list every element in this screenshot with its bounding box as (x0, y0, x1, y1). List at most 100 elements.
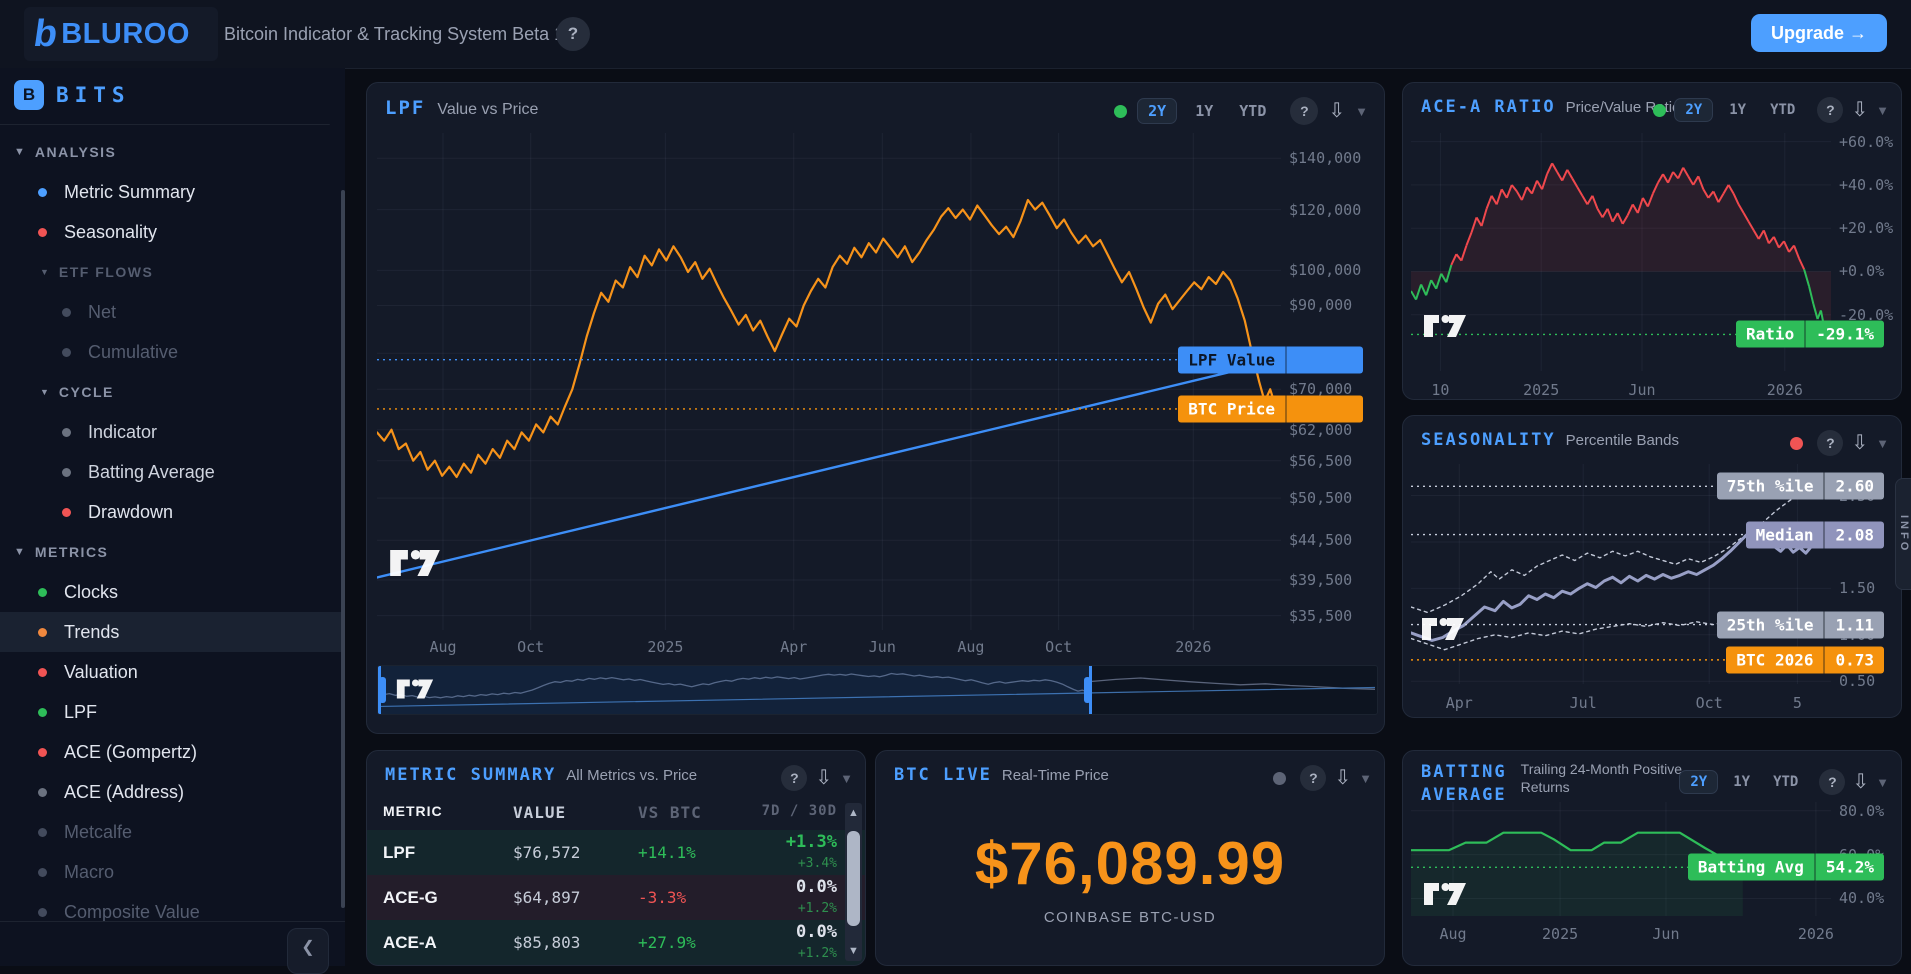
scrollbar-thumb[interactable] (847, 831, 860, 926)
table-row[interactable]: ACE-A $85,803 +27.9% 0.0% +1.2% (367, 920, 865, 965)
lpf-chart[interactable] (377, 133, 1281, 630)
status-dot-icon (38, 707, 47, 717)
sidebar-item-composite-value[interactable]: Composite Value (0, 892, 345, 932)
cell-30d: +1.2% (797, 900, 837, 916)
table-row[interactable]: ACE-G $64,897 -3.3% 0.0% +1.2% (367, 875, 865, 920)
chevron-down-icon[interactable]: ▼ (1876, 102, 1889, 118)
axis-tick: Apr (780, 638, 808, 656)
download-icon[interactable]: ⇩ (815, 767, 833, 789)
minimap-chart[interactable] (378, 666, 1375, 712)
sidebar-item-trends[interactable]: Trends (0, 612, 345, 652)
help-icon[interactable]: ? (1817, 97, 1844, 123)
section-metrics[interactable]: ▼ METRICS (0, 532, 345, 572)
sidebar-item-indicator[interactable]: Indicator (0, 412, 345, 452)
help-icon[interactable]: ? (781, 765, 808, 791)
minimap-left-handle[interactable] (379, 677, 386, 703)
minimap-selection[interactable] (378, 666, 1093, 714)
download-icon[interactable]: ⇩ (1851, 432, 1869, 454)
info-tab[interactable]: INFO (1895, 478, 1911, 590)
table-scrollbar[interactable]: ▲ ▼ (845, 803, 862, 961)
range-1y-button[interactable]: 1Y (1187, 98, 1221, 124)
sidebar-item-valuation[interactable]: Valuation (0, 652, 345, 692)
panel-subtitle: Value vs Price (437, 101, 539, 118)
ace-a-ratio-panel: ACE-A RATIO Price/Value Ratio 2Y 1Y YTD … (1402, 82, 1902, 400)
range-ytd-button[interactable]: YTD (1231, 98, 1274, 124)
tradingview-watermark-icon (1424, 883, 1466, 905)
chevron-down-icon[interactable]: ▼ (1359, 770, 1372, 786)
axis-tick: Aug (1439, 925, 1467, 943)
range-1y-button[interactable]: 1Y (1725, 770, 1758, 794)
info-tab-label: INFO (1898, 514, 1910, 554)
sidebar-item-macro[interactable]: Macro (0, 852, 345, 892)
download-icon[interactable]: ⇩ (1334, 767, 1352, 789)
scroll-up-icon[interactable]: ▲ (845, 803, 862, 823)
chevron-down-icon[interactable]: ▼ (1355, 103, 1368, 119)
range-2y-button[interactable]: 2Y (1137, 98, 1178, 124)
axis-tick: 2026 (1175, 638, 1212, 656)
panel-header: SEASONALITY Percentile Bands (1421, 430, 1679, 450)
range-2y-button[interactable]: 2Y (1674, 98, 1714, 122)
axis-tick: $100,000 (1289, 261, 1362, 280)
axis-tick: Aug (957, 638, 985, 656)
range-ytd-button[interactable]: YTD (1762, 98, 1803, 122)
chevron-down-icon[interactable]: ▼ (1876, 774, 1889, 790)
col-header-vs-btc: VS BTC (638, 803, 702, 822)
sidebar-brand: B BITS (14, 80, 131, 110)
cell-value: $64,897 (513, 888, 581, 907)
range-ytd-button[interactable]: YTD (1765, 770, 1806, 794)
range-2y-button[interactable]: 2Y (1679, 770, 1719, 794)
sidebar-item-cumulative[interactable]: Cumulative (0, 332, 345, 372)
cell-metric: ACE-G (383, 887, 438, 907)
header-help-icon[interactable]: ? (556, 17, 590, 51)
sidebar-item-ace-address[interactable]: ACE (Address) (0, 772, 345, 812)
help-icon[interactable]: ? (1817, 430, 1844, 456)
batting-chart[interactable] (1411, 802, 1831, 916)
help-icon[interactable]: ? (1819, 769, 1846, 795)
sidebar-item-seasonality[interactable]: Seasonality (0, 212, 345, 252)
help-icon[interactable]: ? (1290, 97, 1319, 125)
item-label: LPF (64, 701, 98, 722)
download-icon[interactable]: ⇩ (1852, 771, 1870, 793)
live-price: $76,089.99 (974, 830, 1286, 897)
axis-tick: Oct (517, 638, 545, 656)
chevron-down-icon[interactable]: ▼ (840, 770, 853, 786)
axis-tick: 60.0% (1839, 845, 1885, 864)
sidebar-item-ace-gompertz[interactable]: ACE (Gompertz) (0, 732, 345, 772)
item-label: Clocks (64, 581, 119, 602)
status-dot-icon (38, 867, 47, 877)
download-icon[interactable]: ⇩ (1328, 100, 1346, 122)
axis-tick: $140,000 (1289, 149, 1362, 168)
status-dot-icon (62, 467, 71, 477)
range-1y-button[interactable]: 1Y (1721, 98, 1754, 122)
sidebar-item-net[interactable]: Net (0, 292, 345, 332)
chevron-down-icon[interactable]: ▼ (1876, 435, 1889, 451)
table-row[interactable]: LPF $76,572 +14.1% +1.3% +3.4% (367, 830, 865, 875)
section-analysis[interactable]: ▼ ANALYSIS (0, 132, 345, 172)
chart-minimap[interactable] (377, 665, 1378, 715)
help-icon[interactable]: ? (1300, 765, 1327, 791)
axis-tick: 5 (1792, 694, 1802, 712)
sidebar-item-metric-summary[interactable]: Metric Summary (0, 172, 345, 212)
item-label: Batting Average (88, 461, 215, 482)
panel-title: METRIC SUMMARY (385, 765, 557, 785)
x-axis: Apr Jul Oct 5 (1411, 688, 1831, 712)
upgrade-button[interactable]: Upgrade → (1750, 14, 1887, 52)
sidebar-collapse-button[interactable]: ❮ (287, 928, 329, 974)
minimap-right-handle[interactable] (1084, 677, 1092, 703)
sidebar-item-clocks[interactable]: Clocks (0, 572, 345, 612)
ratio-chart[interactable] (1411, 133, 1831, 371)
sidebar-item-drawdown[interactable]: Drawdown (0, 492, 345, 532)
section-cycle[interactable]: ▼ CYCLE (0, 372, 345, 412)
download-icon[interactable]: ⇩ (1851, 99, 1869, 121)
sidebar-item-metcalfe[interactable]: Metcalfe (0, 812, 345, 852)
sidebar-item-lpf[interactable]: LPF (0, 692, 345, 732)
app-logo[interactable]: b BLUROO (24, 7, 218, 61)
section-etf-flows[interactable]: ▼ ETF FLOWS (0, 252, 345, 292)
sidebar-scrollbar[interactable] (341, 190, 345, 908)
axis-tick: Oct (1695, 694, 1723, 712)
scroll-down-icon[interactable]: ▼ (845, 941, 862, 961)
axis-tick: +20.0% (1839, 219, 1894, 238)
divider (0, 921, 345, 922)
sidebar-item-batting-average[interactable]: Batting Average (0, 452, 345, 492)
seasonality-chart[interactable] (1411, 464, 1831, 684)
